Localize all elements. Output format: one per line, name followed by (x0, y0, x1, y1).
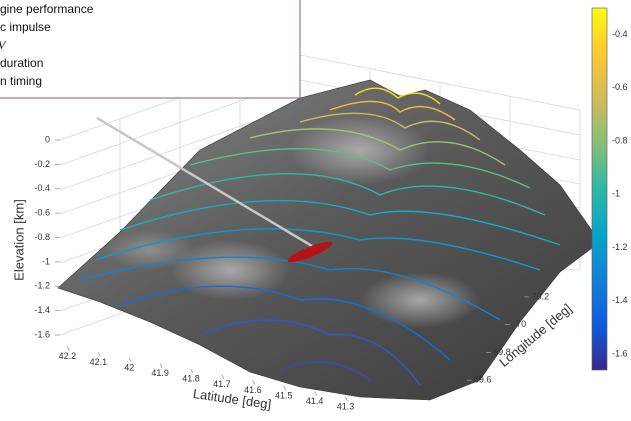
x-tick-label: 41.7 (213, 379, 231, 389)
z-tick-label: 0 (45, 134, 50, 144)
y-tick-label: 69.6 (474, 375, 492, 385)
annotation-text: gine performance (0, 2, 94, 16)
y-tick-label: 70.2 (532, 291, 550, 301)
colorbar (592, 8, 607, 370)
x-tick-label: 42.2 (59, 351, 77, 361)
x-tick-label: 41.3 (337, 402, 355, 412)
chart: 0 -0.2 -0.4 -0.6 -0.8 -1 -1.2 -1.4 -1.6 42.2 42.1 4… (0, 0, 631, 421)
z-tick-label: -1 (42, 256, 50, 266)
x-tick-label: 41.4 (306, 396, 324, 406)
annotation-text: n timing (0, 74, 42, 88)
z-tick-label: -0.2 (34, 159, 50, 169)
colorbar-tick-label: -0.8 (612, 135, 628, 145)
x-tick-label: 41.5 (275, 390, 293, 400)
colorbar-tick-label: -1.2 (612, 242, 628, 252)
annotation-text: duration (0, 56, 43, 70)
colorbar-tick-label: -1.4 (612, 295, 628, 305)
colorbar-tick-label: -1.6 (612, 348, 628, 358)
z-axis-label: Elevation [km] (11, 199, 26, 281)
x-tick-label: 41.9 (151, 368, 169, 378)
z-tick-label: -1.6 (34, 329, 50, 339)
y-tick-label: 70 (516, 319, 526, 329)
x-tick-label: 41.8 (182, 374, 200, 384)
colorbar-tick-label: -1 (612, 189, 620, 199)
colorbar-tick-label: -0.6 (612, 82, 628, 92)
z-tick-label: -0.6 (34, 208, 50, 218)
z-tick-label: -1.2 (34, 281, 50, 291)
z-tick-label: -0.4 (34, 183, 50, 193)
colorbar-tick-label: -0.4 (612, 29, 628, 39)
z-tick-label: -1.4 (34, 305, 50, 315)
x-tick-label: 42 (124, 362, 134, 372)
x-tick-label: 42.1 (90, 357, 108, 367)
z-tick-label: -0.8 (34, 232, 50, 242)
annotation-text: c impulse (0, 20, 51, 34)
